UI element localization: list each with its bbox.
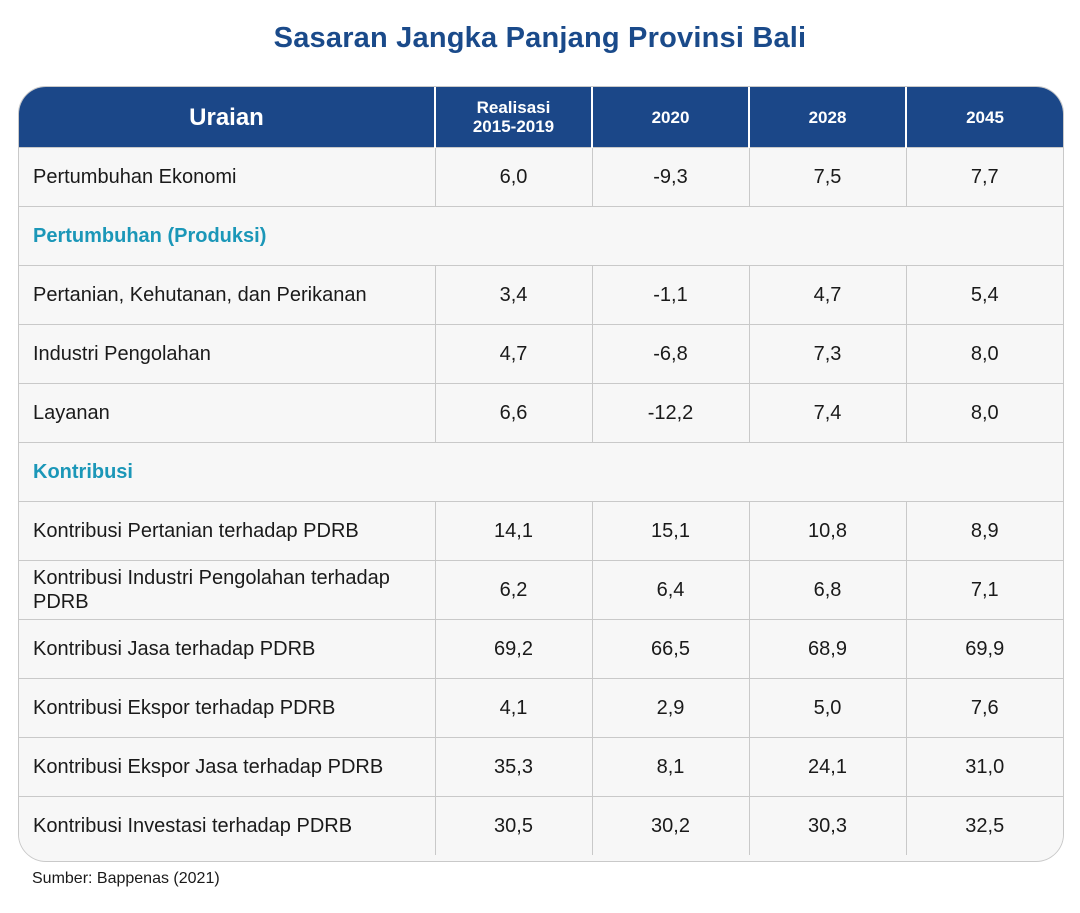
- source-note: Sumber: Bappenas (2021): [32, 870, 220, 887]
- value-cell: 8,1: [591, 737, 749, 797]
- value-cell: 30,2: [591, 796, 749, 855]
- header-realisasi-line2: 2015-2019: [472, 117, 555, 136]
- value-cell: 2,9: [591, 678, 749, 738]
- table-body: Pertumbuhan Ekonomi 6,0 -9,3 7,5 7,7 Pertumbu…: [19, 147, 1063, 855]
- table-row: Pertumbuhan Ekonomi 6,0 -9,3 7,5 7,7: [19, 147, 1063, 207]
- value-cell: 30,3: [748, 796, 906, 855]
- row-label: Pertanian, Kehutanan, dan Perikanan: [19, 265, 435, 325]
- table-row: Kontribusi Investasi terhadap PDRB 30,5 30…: [19, 796, 1063, 855]
- value-cell: 4,1: [434, 678, 592, 738]
- value-cell: 7,5: [748, 147, 906, 207]
- value-cell: 69,9: [905, 619, 1063, 679]
- header-uraian: Uraian: [19, 87, 435, 148]
- value-cell: 6,2: [434, 560, 592, 620]
- table-row: Pertanian, Kehutanan, dan Perikanan 3,4 -1…: [19, 265, 1063, 325]
- page-title: Sasaran Jangka Panjang Provinsi Bali: [273, 22, 807, 54]
- value-cell: 8,0: [905, 383, 1063, 443]
- value-cell: 30,5: [434, 796, 592, 855]
- value-cell: 10,8: [748, 501, 906, 561]
- table-row: Kontribusi Pertanian terhadap PDRB 14,1 15…: [19, 501, 1063, 561]
- value-cell: 7,7: [905, 147, 1063, 207]
- value-cell: 6,6: [434, 383, 592, 443]
- row-label: Kontribusi Ekspor Jasa terhadap PDRB: [19, 737, 435, 797]
- value-cell: 66,5: [591, 619, 749, 679]
- header-2028: 2028: [748, 87, 906, 148]
- section-row: Pertumbuhan (Produksi): [19, 206, 1063, 266]
- value-cell: 24,1: [748, 737, 906, 797]
- table-row: Kontribusi Jasa terhadap PDRB 69,2 66,5 68,…: [19, 619, 1063, 679]
- value-cell: 6,8: [748, 560, 906, 620]
- row-label: Layanan: [19, 383, 435, 443]
- value-cell: 15,1: [591, 501, 749, 561]
- value-cell: 31,0: [905, 737, 1063, 797]
- header-realisasi-line1: Realisasi: [476, 98, 551, 117]
- table-row: Kontribusi Ekspor Jasa terhadap PDRB 35,3…: [19, 737, 1063, 797]
- value-cell: 6,4: [591, 560, 749, 620]
- value-cell: 35,3: [434, 737, 592, 797]
- value-cell: 4,7: [748, 265, 906, 325]
- value-cell: 8,0: [905, 324, 1063, 384]
- value-cell: -6,8: [591, 324, 749, 384]
- row-label: Kontribusi Industri Pengolahan terhadap …: [19, 560, 435, 620]
- value-cell: 8,9: [905, 501, 1063, 561]
- value-cell: 69,2: [434, 619, 592, 679]
- table-row: Kontribusi Ekspor terhadap PDRB 4,1 2,9 5,0…: [19, 678, 1063, 738]
- header-realisasi: Realisasi 2015-2019: [434, 87, 592, 148]
- row-label: Kontribusi Ekspor terhadap PDRB: [19, 678, 435, 738]
- value-cell: 4,7: [434, 324, 592, 384]
- row-label: Kontribusi Investasi terhadap PDRB: [19, 796, 435, 855]
- value-cell: 7,6: [905, 678, 1063, 738]
- row-label: Pertumbuhan Ekonomi: [19, 147, 435, 207]
- value-cell: 5,0: [748, 678, 906, 738]
- header-2020: 2020: [591, 87, 749, 148]
- row-label: Industri Pengolahan: [19, 324, 435, 384]
- value-cell: 68,9: [748, 619, 906, 679]
- section-label: Kontribusi: [19, 442, 1063, 502]
- value-cell: 7,4: [748, 383, 906, 443]
- row-label: Kontribusi Jasa terhadap PDRB: [19, 619, 435, 679]
- table-header-row: Uraian Realisasi 2015-2019 2020 2028 204…: [19, 87, 1063, 148]
- value-cell: -1,1: [591, 265, 749, 325]
- table-row: Industri Pengolahan 4,7 -6,8 7,3 8,0: [19, 324, 1063, 384]
- header-2045: 2045: [905, 87, 1063, 148]
- value-cell: 7,3: [748, 324, 906, 384]
- row-label: Kontribusi Pertanian terhadap PDRB: [19, 501, 435, 561]
- section-label: Pertumbuhan (Produksi): [19, 206, 1063, 266]
- value-cell: -12,2: [591, 383, 749, 443]
- target-table: Uraian Realisasi 2015-2019 2020 2028 204…: [18, 86, 1064, 862]
- value-cell: 6,0: [434, 147, 592, 207]
- value-cell: 3,4: [434, 265, 592, 325]
- section-row: Kontribusi: [19, 442, 1063, 502]
- value-cell: 7,1: [905, 560, 1063, 620]
- value-cell: 32,5: [905, 796, 1063, 855]
- table-row: Layanan 6,6 -12,2 7,4 8,0: [19, 383, 1063, 443]
- value-cell: 5,4: [905, 265, 1063, 325]
- value-cell: -9,3: [591, 147, 749, 207]
- table-row: Kontribusi Industri Pengolahan terhadap …: [19, 560, 1063, 620]
- value-cell: 14,1: [434, 501, 592, 561]
